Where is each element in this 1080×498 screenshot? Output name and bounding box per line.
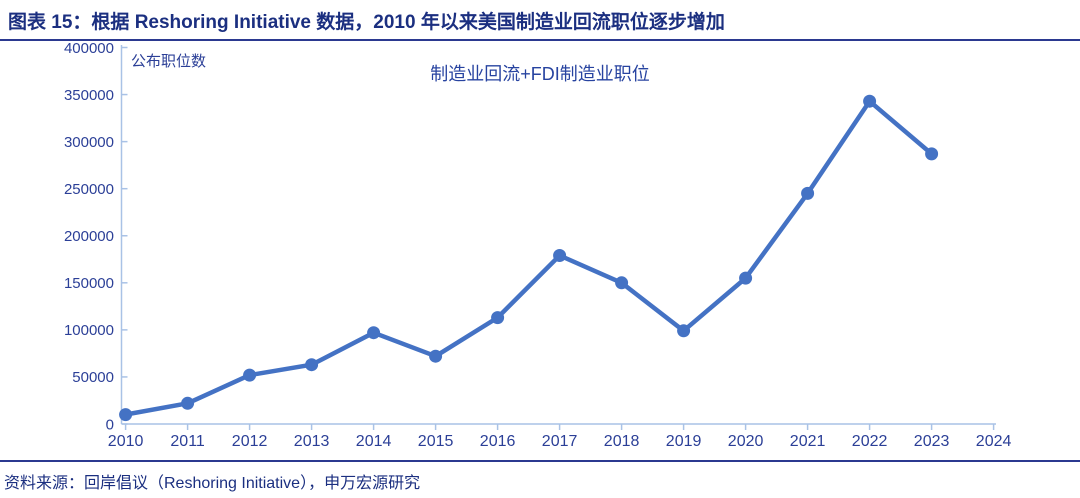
data-point <box>491 311 505 325</box>
data-point <box>429 349 443 363</box>
x-tick-label: 2021 <box>790 433 826 450</box>
x-tick-label: 2014 <box>356 433 392 450</box>
y-tick-label: 400000 <box>64 40 114 57</box>
data-point <box>863 94 877 108</box>
data-point <box>925 147 939 161</box>
data-point <box>181 396 195 410</box>
x-tick-label: 2023 <box>914 433 950 450</box>
y-tick-label: 150000 <box>64 275 114 292</box>
x-tick-label: 2017 <box>542 433 578 450</box>
x-tick-label: 2020 <box>728 433 764 450</box>
y-tick-label: 250000 <box>64 181 114 198</box>
y-tick-label: 300000 <box>64 134 114 151</box>
y-tick-label: 100000 <box>64 322 114 339</box>
y-tick-label: 350000 <box>64 87 114 104</box>
data-point <box>553 249 567 262</box>
y-tick-label: 50000 <box>72 369 114 386</box>
y-tick-label: 200000 <box>64 228 114 245</box>
x-tick-label: 2013 <box>294 433 330 450</box>
data-point <box>615 276 629 290</box>
data-point <box>801 186 815 200</box>
data-point <box>739 271 753 285</box>
x-tick-label: 2010 <box>108 433 144 450</box>
data-point <box>119 408 133 422</box>
series-label: 制造业回流+FDI制造业职位 <box>430 64 650 84</box>
series-line <box>123 98 934 417</box>
x-tick-label: 2022 <box>852 433 888 450</box>
data-point <box>367 326 381 340</box>
x-tick-label: 2011 <box>170 433 205 450</box>
x-tick-label: 2024 <box>976 433 1012 450</box>
x-tick-label: 2015 <box>418 433 454 450</box>
source-note: 资料来源：回岸倡议（Reshoring Initiative），申万宏源研究 <box>0 460 1080 493</box>
y-tick-label: 0 <box>106 416 114 433</box>
data-point <box>243 368 257 382</box>
x-tick-label: 2018 <box>604 433 640 450</box>
y-axis-title: 公布职位数 <box>131 53 207 70</box>
x-tick-label: 2016 <box>480 433 516 450</box>
data-point <box>677 324 691 338</box>
x-tick-label: 2012 <box>232 433 268 450</box>
x-tick-label: 2019 <box>666 433 702 450</box>
figure-title: 图表 15：根据 Reshoring Initiative 数据，2010 年以… <box>0 0 1080 41</box>
data-point <box>305 358 319 372</box>
